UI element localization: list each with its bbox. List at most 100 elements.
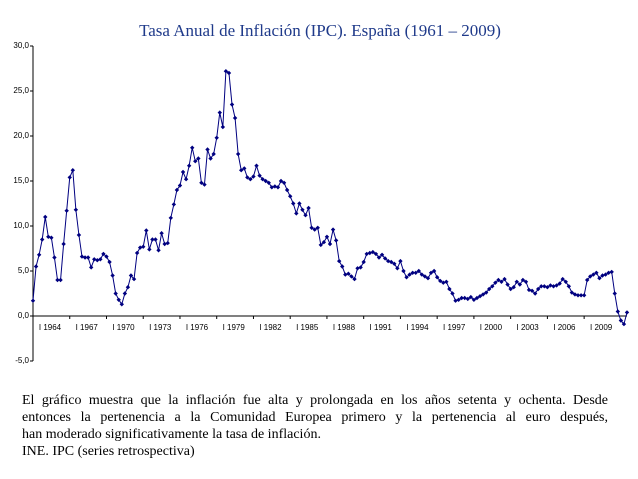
data-point [493, 280, 498, 285]
data-point [226, 70, 232, 76]
data-point [61, 241, 66, 247]
data-point [55, 277, 60, 283]
data-point [508, 286, 513, 292]
x-tick-label: I 1997 [443, 323, 466, 332]
data-point [511, 285, 516, 290]
data-point [514, 279, 519, 284]
data-point [468, 294, 474, 300]
data-point [330, 227, 336, 232]
data-point [591, 272, 596, 277]
x-tick-label: I 1973 [149, 323, 172, 332]
data-point [137, 245, 143, 250]
data-point [214, 135, 219, 140]
caption-line: han moderado significativamente la tasa … [22, 427, 321, 442]
data-point [104, 254, 109, 259]
data-point [499, 279, 504, 284]
data-point [404, 275, 409, 280]
data-point [284, 187, 290, 193]
data-point [416, 268, 421, 274]
data-point [373, 251, 379, 257]
data-point [315, 225, 320, 230]
data-point [346, 271, 351, 276]
data-point [578, 293, 584, 298]
caption: El gráfico muestra que la inflación fue … [22, 392, 608, 460]
x-tick-label: I 2009 [590, 323, 613, 332]
data-point [147, 247, 152, 252]
data-point [575, 293, 581, 298]
data-point [98, 257, 103, 262]
data-point [113, 291, 118, 296]
x-tick-label: I 1991 [370, 323, 393, 332]
data-point [572, 292, 578, 297]
data-point [618, 318, 624, 323]
data-point [447, 286, 452, 292]
x-tick-label: I 1985 [296, 323, 319, 332]
data-point [496, 277, 501, 283]
data-point [82, 255, 88, 260]
data-point [134, 250, 140, 256]
caption-line: El gráfico muestra que la inflación fue … [22, 393, 608, 408]
data-point [217, 110, 222, 115]
data-point [183, 177, 189, 182]
data-point [107, 259, 112, 265]
caption-line: entonces la pertenencia a la Comunidad E… [22, 410, 608, 425]
data-point [422, 274, 428, 279]
data-point [223, 69, 229, 74]
data-point [76, 232, 82, 238]
data-line [32, 70, 628, 326]
data-point [131, 276, 137, 282]
data-point [211, 151, 216, 157]
data-point [101, 251, 106, 257]
data-point [392, 261, 397, 266]
data-point [159, 231, 164, 236]
y-tick-label: 25,0 [13, 86, 29, 95]
data-point [542, 284, 547, 289]
data-point [483, 290, 489, 295]
data-point [477, 294, 483, 299]
data-point [208, 156, 213, 161]
data-point [33, 264, 39, 269]
data-point [615, 309, 621, 314]
data-point [536, 286, 541, 292]
data-point [67, 175, 72, 180]
data-point [474, 295, 480, 301]
data-point [122, 291, 128, 296]
data-point [621, 321, 627, 327]
x-tick-label: I 2003 [517, 323, 540, 332]
data-point [487, 286, 492, 292]
data-point [30, 298, 36, 303]
data-point [336, 258, 342, 264]
data-point [168, 215, 173, 221]
data-point [401, 268, 406, 274]
data-point [532, 291, 538, 296]
data-point [95, 258, 100, 263]
chart-title: Tasa Anual de Inflación (IPC). España (1… [139, 21, 501, 40]
y-tick-label: 5,0 [18, 266, 30, 275]
data-point [581, 293, 587, 298]
data-point [419, 272, 425, 277]
data-point [88, 265, 94, 270]
data-point [517, 282, 523, 287]
data-point [36, 252, 42, 257]
data-point [291, 201, 296, 206]
data-point [165, 240, 170, 246]
data-point [235, 151, 241, 157]
data-point [278, 178, 284, 184]
data-point [459, 295, 464, 301]
x-tick-label: I 1979 [223, 323, 246, 332]
data-point [502, 276, 507, 282]
data-point [85, 255, 91, 260]
chart: Tasa Anual de Inflación (IPC). España (1… [13, 21, 630, 365]
data-point [480, 292, 486, 297]
data-point [321, 240, 327, 245]
x-tick-label: I 1988 [333, 323, 356, 332]
data-point [116, 297, 121, 302]
data-point [281, 180, 287, 185]
data-point [584, 277, 590, 283]
data-point [312, 227, 317, 232]
data-point [465, 296, 470, 302]
data-point [554, 283, 559, 288]
caption-line: INE. IPC (series retrospectiva) [22, 444, 195, 459]
data-point [588, 274, 593, 279]
data-point [327, 241, 333, 247]
